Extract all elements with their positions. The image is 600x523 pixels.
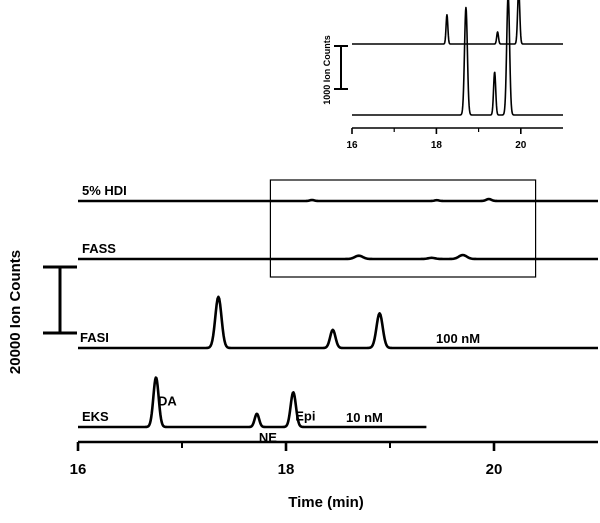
trace-3 xyxy=(77,376,428,429)
inset-panel: 16 18 20 1000 Ion Counts xyxy=(322,0,564,151)
x-tick-label-1: 18 xyxy=(278,461,295,478)
peak-label-epi: Epi xyxy=(295,408,315,423)
peak-label-da: DA xyxy=(158,394,177,409)
series-label-2: FASI xyxy=(80,330,109,345)
series-label-0: 5% HDI xyxy=(82,183,127,198)
inset-x-tick-label-2: 20 xyxy=(515,140,527,151)
trace-2 xyxy=(77,295,599,350)
trace-0 xyxy=(77,197,599,203)
y-axis-title: 20000 Ion Counts xyxy=(7,250,24,374)
inset-trace-1 xyxy=(351,0,564,116)
concentration-label-3: 10 nM xyxy=(346,410,383,425)
x-tick-label-2: 20 xyxy=(486,461,503,478)
series-label-3: EKS xyxy=(82,409,109,424)
inset-trace-0 xyxy=(351,0,564,45)
series-label-1: FASS xyxy=(82,241,116,256)
x-axis-title: Time (min) xyxy=(288,494,364,511)
trace-1 xyxy=(77,253,599,261)
inset-x-tick-label-0: 16 xyxy=(346,140,358,151)
concentration-label-2: 100 nM xyxy=(436,331,480,346)
inset-x-tick-label-1: 18 xyxy=(431,140,443,151)
x-tick-label-0: 16 xyxy=(70,461,87,478)
zoom-box xyxy=(269,179,537,278)
inset-y-axis-title: 1000 Ion Counts xyxy=(322,35,332,105)
